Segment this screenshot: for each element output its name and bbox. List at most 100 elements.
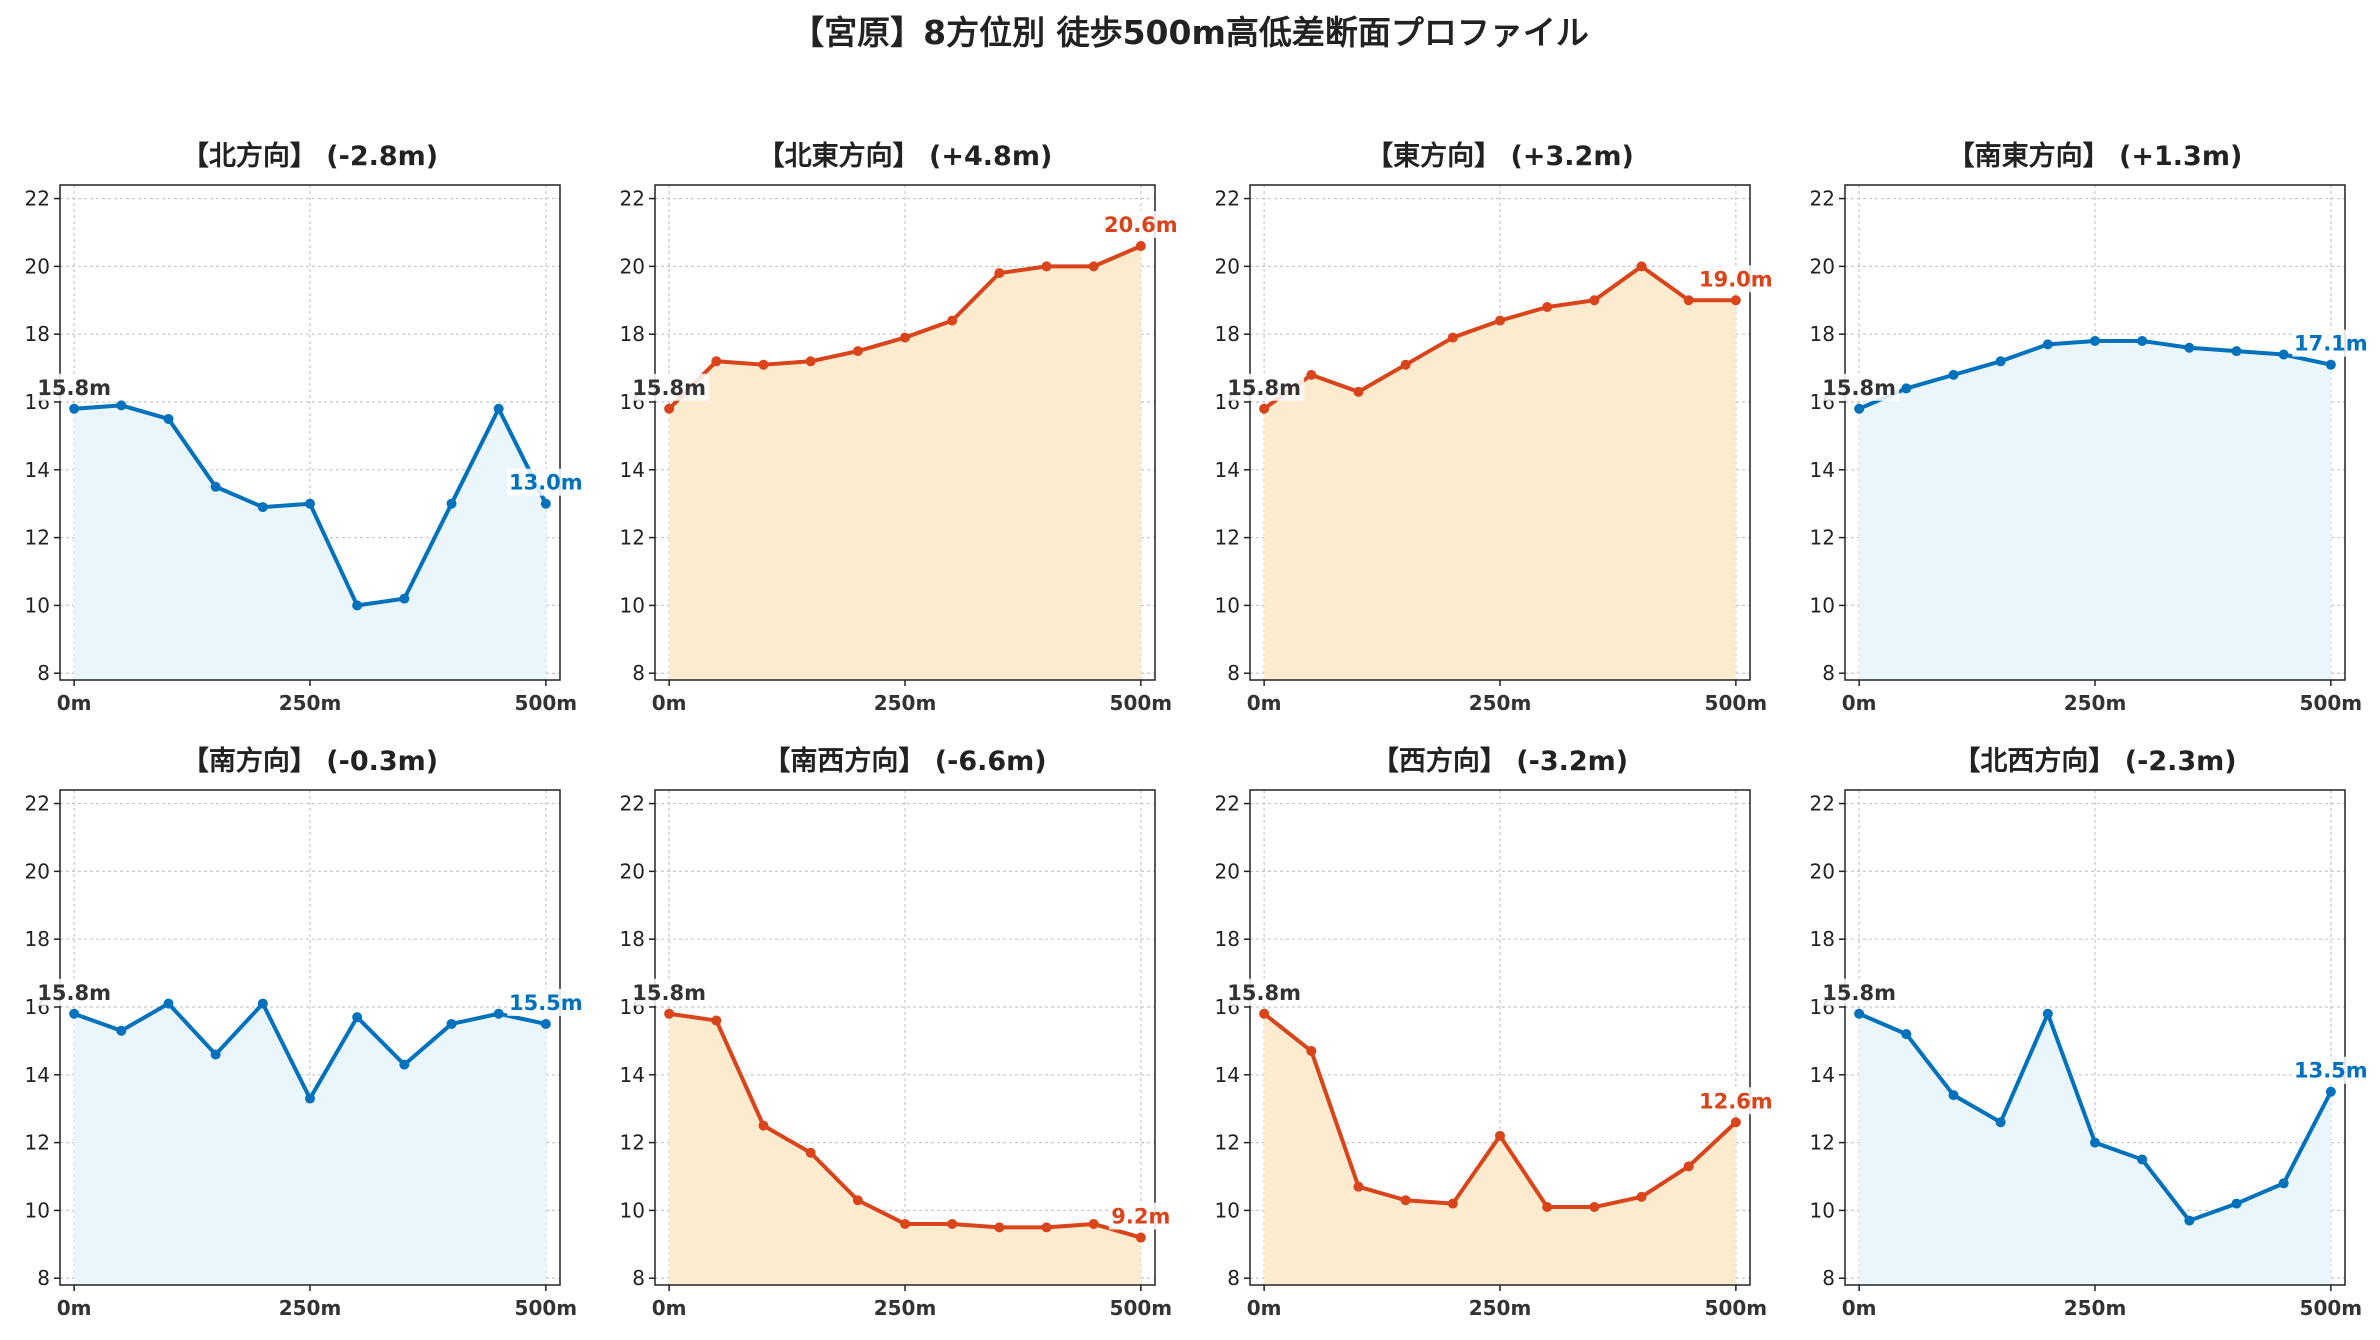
end-label-bg (1697, 265, 1775, 293)
data-point (2090, 335, 2100, 346)
data-point (399, 593, 410, 604)
x-tick-label: 250m (279, 1296, 342, 1320)
start-label: 15.8m (1227, 981, 1301, 1005)
data-point (1135, 241, 1146, 252)
data-point (1854, 403, 1865, 414)
data-point (1542, 1202, 1553, 1213)
x-tick-label: 0m (652, 1296, 687, 1320)
panel-title: 【南東方向】 (+1.3m) (1948, 140, 2243, 172)
end-label-bg (1108, 1202, 1173, 1230)
y-tick-label: 12 (25, 526, 50, 550)
y-tick-label: 20 (620, 254, 645, 278)
y-tick-label: 18 (1215, 322, 1240, 346)
data-point (1041, 1222, 1052, 1233)
data-point (1854, 1008, 1865, 1019)
y-tick-label: 14 (1215, 458, 1240, 482)
start-label: 15.8m (632, 376, 706, 400)
y-tick-label: 8 (632, 1266, 645, 1290)
data-point (2231, 346, 2242, 357)
y-tick-label: 12 (1215, 526, 1240, 550)
y-tick-label: 10 (620, 593, 645, 617)
y-tick-label: 10 (620, 1198, 645, 1222)
y-tick-label: 12 (620, 1131, 645, 1155)
start-label: 15.8m (37, 376, 111, 400)
data-point (1995, 356, 2006, 367)
y-tick-label: 10 (1810, 593, 1835, 617)
end-label-bg (2292, 329, 2370, 357)
start-label: 15.8m (1822, 981, 1896, 1005)
y-tick-label: 18 (25, 322, 50, 346)
data-point (758, 1120, 769, 1131)
area-fill (74, 1003, 546, 1285)
start-label-bg (34, 978, 115, 1006)
panel-title: 【西方向】 (-3.2m) (1372, 745, 1628, 777)
data-point (446, 498, 457, 509)
y-tick-label: 12 (1810, 526, 1835, 550)
data-point (2090, 1137, 2100, 1148)
area-fill (1264, 1013, 1736, 1285)
end-label-bg (2292, 1056, 2370, 1084)
data-point (1495, 1130, 1505, 1141)
end-label: 13.0m (509, 471, 583, 495)
x-tick-label: 0m (1247, 691, 1282, 715)
x-tick-label: 0m (57, 691, 92, 715)
data-point (994, 1222, 1005, 1233)
end-label-bg (1697, 1087, 1775, 1115)
data-point (1683, 1161, 1694, 1172)
start-label-bg (629, 373, 710, 401)
y-tick-label: 18 (620, 927, 645, 951)
data-point (163, 998, 174, 1009)
data-point (69, 1008, 80, 1019)
y-tick-label: 8 (1822, 1266, 1835, 1290)
y-tick-label: 20 (1215, 859, 1240, 883)
panel-title: 【北方向】 (-2.8m) (182, 140, 438, 172)
data-point (1995, 1117, 2006, 1128)
data-point (1088, 261, 1099, 272)
y-tick-label: 8 (1227, 661, 1240, 685)
data-point (2278, 349, 2289, 360)
data-point (1353, 386, 1364, 397)
x-tick-label: 500m (515, 1296, 578, 1320)
data-point (1306, 369, 1317, 380)
panel-title: 【北西方向】 (-2.3m) (1953, 745, 2236, 777)
y-tick-label: 22 (1810, 187, 1835, 211)
x-tick-label: 250m (1469, 691, 1532, 715)
x-tick-label: 500m (515, 691, 578, 715)
data-point (1447, 1198, 1458, 1209)
y-tick-label: 22 (25, 792, 50, 816)
x-tick-label: 250m (1469, 1296, 1532, 1320)
end-label: 15.5m (509, 991, 583, 1015)
data-point (2042, 1008, 2053, 1019)
data-point (257, 502, 268, 513)
y-tick-label: 14 (25, 458, 50, 482)
x-tick-label: 500m (1705, 1296, 1768, 1320)
data-point (805, 1147, 816, 1158)
data-point (758, 359, 769, 370)
data-point (664, 403, 675, 414)
data-point (900, 1218, 910, 1229)
x-tick-label: 0m (652, 691, 687, 715)
y-tick-label: 18 (25, 927, 50, 951)
y-tick-label: 14 (25, 1063, 50, 1087)
data-point (2184, 342, 2195, 353)
data-point (493, 403, 504, 414)
y-tick-label: 8 (37, 661, 50, 685)
x-tick-label: 250m (874, 691, 937, 715)
data-point (305, 498, 315, 509)
data-point (2278, 1178, 2289, 1189)
data-point (1542, 302, 1553, 313)
data-point (1259, 403, 1270, 414)
data-point (305, 1093, 315, 1104)
end-label-bg (507, 468, 585, 496)
x-tick-label: 0m (57, 1296, 92, 1320)
y-tick-label: 8 (37, 1266, 50, 1290)
data-point (852, 346, 863, 357)
x-tick-label: 500m (2300, 691, 2363, 715)
data-point (163, 413, 174, 424)
data-point (1683, 295, 1694, 306)
